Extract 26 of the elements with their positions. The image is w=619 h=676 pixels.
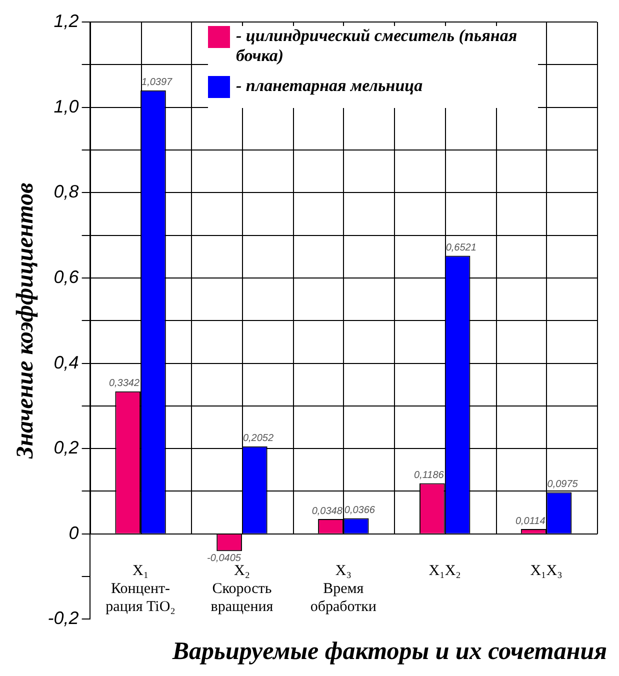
- data-label: 0,0366: [344, 505, 376, 516]
- legend-label: - цилиндрический смеситель (пьяная бочка): [236, 26, 518, 66]
- x-tick-label: X₁X₂: [428, 562, 461, 579]
- data-label: 0,2052: [242, 433, 274, 444]
- x-axis-title: Варьируемые факторы и их сочетания: [172, 638, 607, 666]
- y-axis-title: Значение коэффициентов: [12, 182, 39, 460]
- y-tick-label: 0,4: [54, 352, 79, 372]
- data-label: 0,0975: [547, 479, 578, 490]
- y-tick-label: 1,0: [54, 96, 79, 116]
- data-label: 0,6521: [446, 242, 476, 254]
- y-tick-label: 1,2: [54, 11, 79, 31]
- y-tick-label: 0,8: [54, 182, 79, 202]
- data-label: 0,3342: [108, 378, 140, 390]
- y-tick-label: 0,2: [54, 438, 79, 458]
- y-tick-label: 0,6: [54, 266, 80, 287]
- x-tick-label: X₂ Скорость вращения: [210, 562, 274, 615]
- data-label: 0,0348: [312, 506, 343, 517]
- legend-label: - планетарная мельница: [236, 76, 423, 96]
- y-tick-label: -0,2: [48, 608, 79, 628]
- data-label: 0,0114: [515, 516, 546, 527]
- y-tick-label: 0: [68, 522, 79, 543]
- data-label: 0,1186: [414, 470, 444, 482]
- x-tick-label: X₁X₃: [530, 562, 562, 579]
- x-tick-label: X₁ Концент- рация TiO₂: [106, 562, 176, 615]
- x-tick-label: X₃ Время обработки: [310, 562, 376, 615]
- data-label: -0,0405: [207, 552, 242, 564]
